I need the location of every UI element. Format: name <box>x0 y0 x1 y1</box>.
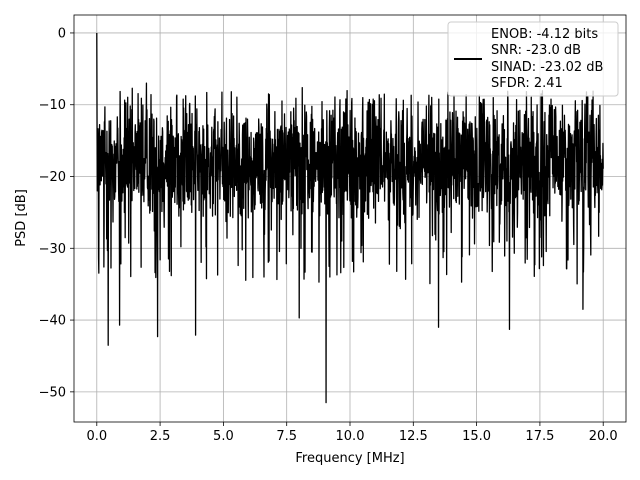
x-tick-label: 15.0 <box>462 429 491 444</box>
x-tick-label: 10.0 <box>336 429 365 444</box>
x-axis-ticks: 0.0 2.5 5.0 7.5 10.0 12.5 15.0 17.5 20.0 <box>86 422 618 444</box>
x-tick-label: 5.0 <box>213 429 234 444</box>
psd-series-line <box>96 32 604 404</box>
legend-snr: SNR: -23.0 dB <box>491 43 581 58</box>
x-tick-label: 20.0 <box>589 429 618 444</box>
y-tick-label: −20 <box>39 170 66 185</box>
y-tick-label: −30 <box>39 242 66 257</box>
y-axis-ticks: 0 −10 −20 −30 −40 −50 <box>39 26 74 400</box>
x-tick-label: 2.5 <box>150 429 171 444</box>
legend-box <box>447 21 619 97</box>
y-axis-label: PSD [dB] <box>14 189 29 247</box>
x-axis-label: Frequency [MHz] <box>295 451 404 466</box>
x-tick-label: 17.5 <box>525 429 554 444</box>
y-tick-label: −50 <box>39 385 66 400</box>
legend-sfdr: SFDR: 2.41 <box>491 76 563 91</box>
legend-enob: ENOB: -4.12 bits <box>491 27 598 42</box>
x-tick-label: 0.0 <box>86 429 107 444</box>
y-tick-label: 0 <box>58 26 66 41</box>
y-tick-label: −40 <box>39 314 66 329</box>
legend: ENOB: -4.12 bits SNR: -23.0 dB SINAD: -2… <box>447 21 619 97</box>
legend-sinad: SINAD: -23.02 dB <box>491 60 603 75</box>
x-tick-label: 12.5 <box>399 429 428 444</box>
x-tick-label: 7.5 <box>276 429 297 444</box>
y-tick-label: −10 <box>39 98 66 113</box>
